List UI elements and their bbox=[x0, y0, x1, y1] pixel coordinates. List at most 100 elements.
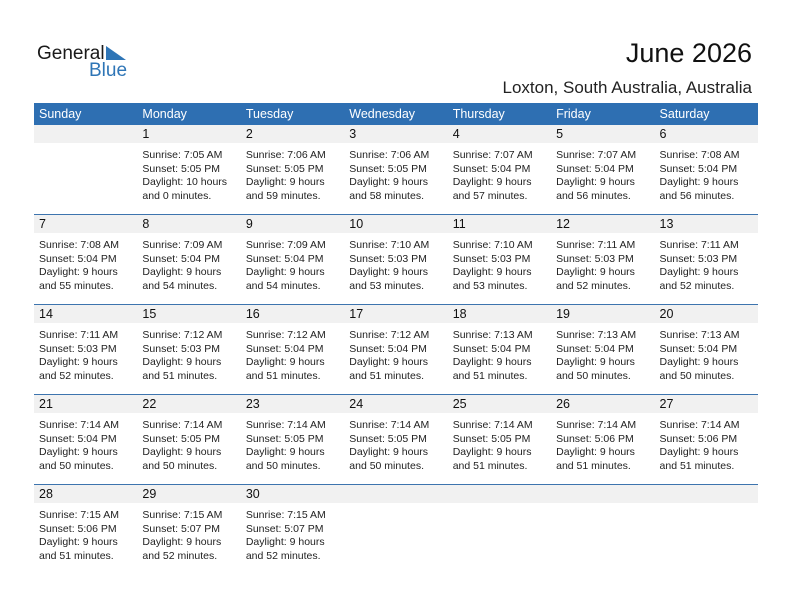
sunset-text: Sunset: 5:07 PM bbox=[245, 522, 324, 535]
sunset-text: Sunset: 5:04 PM bbox=[452, 162, 531, 175]
daylight-text: and 50 minutes. bbox=[142, 459, 218, 472]
sunrise-text: Sunrise: 7:08 AM bbox=[39, 239, 119, 251]
daylight-text: Daylight: 9 hours bbox=[39, 446, 118, 458]
daylight-text: Daylight: 9 hours bbox=[39, 536, 118, 548]
daylight-text: and 50 minutes. bbox=[556, 369, 631, 382]
weekday-tuesday: Tuesday bbox=[245, 107, 294, 121]
day-number-strip bbox=[34, 125, 758, 143]
day-number: 23 bbox=[245, 397, 260, 411]
daylight-text: Daylight: 9 hours bbox=[349, 446, 429, 458]
daylight-text: and 51 minutes. bbox=[452, 369, 528, 382]
day-number: 10 bbox=[349, 217, 364, 231]
daylight-text: Daylight: 10 hours bbox=[142, 176, 228, 188]
logo-triangle-icon bbox=[106, 46, 126, 60]
daylight-text: and 52 minutes. bbox=[142, 549, 218, 562]
day-cell: 2 Sunrise: 7:06 AM Sunset: 5:05 PM Daylight… bbox=[241, 125, 344, 215]
sunrise-text: Sunrise: 7:07 AM bbox=[452, 149, 533, 161]
daylight-text: and 53 minutes. bbox=[452, 279, 528, 292]
sunrise-text: Sunrise: 7:11 AM bbox=[556, 239, 636, 251]
week-row: 7 Sunrise: 7:08 AM Sunset: 5:04 PM Daylight… bbox=[34, 214, 758, 305]
day-number: 30 bbox=[245, 487, 260, 501]
daylight-text: and 51 minutes. bbox=[245, 369, 321, 382]
sunset-text: Sunset: 5:04 PM bbox=[245, 252, 324, 265]
day-cell: 8 Sunrise: 7:09 AM Sunset: 5:04 PM Daylight… bbox=[137, 215, 240, 305]
sunrise-text: Sunrise: 7:12 AM bbox=[245, 329, 326, 341]
empty-cell bbox=[448, 485, 551, 575]
empty-cell bbox=[551, 485, 654, 575]
day-cell: 28 Sunrise: 7:15 AM Sunset: 5:06 PM Dayligh… bbox=[34, 485, 137, 575]
daylight-text: Daylight: 9 hours bbox=[452, 266, 532, 278]
sunset-text: Sunset: 5:04 PM bbox=[39, 432, 117, 445]
day-cell: 25 Sunrise: 7:14 AM Sunset: 5:05 PM Dayligh… bbox=[448, 395, 551, 485]
daylight-text: Daylight: 9 hours bbox=[142, 356, 222, 368]
day-cell: 29 Sunrise: 7:15 AM Sunset: 5:07 PM Dayligh… bbox=[137, 485, 240, 575]
week-row: 14 Sunrise: 7:11 AM Sunset: 5:03 PM Dayligh… bbox=[34, 304, 758, 395]
day-cell: 6 Sunrise: 7:08 AM Sunset: 5:04 PM Daylight… bbox=[655, 125, 758, 215]
daylight-text: Daylight: 9 hours bbox=[556, 266, 635, 278]
day-number: 9 bbox=[245, 217, 253, 231]
sunset-text: Sunset: 5:04 PM bbox=[349, 342, 427, 355]
daylight-text: and 59 minutes. bbox=[245, 189, 321, 202]
day-number: 3 bbox=[349, 127, 357, 141]
day-number: 1 bbox=[142, 127, 150, 141]
day-cell: 24 Sunrise: 7:14 AM Sunset: 5:05 PM Dayligh… bbox=[344, 395, 447, 485]
daylight-text: Daylight: 9 hours bbox=[349, 356, 429, 368]
day-cell: 21 Sunrise: 7:14 AM Sunset: 5:04 PM Dayligh… bbox=[34, 395, 137, 485]
sunrise-text: Sunrise: 7:06 AM bbox=[349, 149, 430, 161]
daylight-text: Daylight: 9 hours bbox=[556, 176, 635, 188]
day-number: 15 bbox=[142, 307, 157, 321]
sunset-text: Sunset: 5:03 PM bbox=[39, 342, 117, 355]
daylight-text: and 53 minutes. bbox=[349, 279, 424, 292]
daylight-text: Daylight: 9 hours bbox=[245, 356, 325, 368]
weekday-header: Sunday Monday Tuesday Wednesday Thursday… bbox=[34, 103, 758, 125]
day-cell: 7 Sunrise: 7:08 AM Sunset: 5:04 PM Daylight… bbox=[34, 215, 137, 305]
day-number: 18 bbox=[452, 307, 467, 321]
sunset-text: Sunset: 5:04 PM bbox=[659, 162, 738, 175]
weekday-monday: Monday bbox=[142, 107, 187, 121]
daylight-text: Daylight: 9 hours bbox=[39, 266, 118, 278]
week-row: 28 Sunrise: 7:15 AM Sunset: 5:06 PM Dayligh… bbox=[34, 484, 758, 575]
day-cell: 1 Sunrise: 7:05 AM Sunset: 5:05 PM Daylight… bbox=[137, 125, 240, 215]
sunrise-text: Sunrise: 7:07 AM bbox=[556, 149, 637, 161]
daylight-text: Daylight: 9 hours bbox=[452, 356, 532, 368]
sunset-text: Sunset: 5:03 PM bbox=[556, 252, 634, 265]
sunset-text: Sunset: 5:04 PM bbox=[39, 252, 117, 265]
daylight-text: and 51 minutes. bbox=[39, 549, 114, 562]
sunrise-text: Sunrise: 7:12 AM bbox=[349, 329, 430, 341]
day-number: 24 bbox=[349, 397, 364, 411]
sunrise-text: Sunrise: 7:13 AM bbox=[659, 329, 740, 341]
day-number: 19 bbox=[556, 307, 571, 321]
sunset-text: Sunset: 5:04 PM bbox=[556, 162, 634, 175]
daylight-text: and 51 minutes. bbox=[142, 369, 218, 382]
sunrise-text: Sunrise: 7:14 AM bbox=[142, 419, 223, 431]
sunrise-text: Sunrise: 7:14 AM bbox=[245, 419, 326, 431]
sunset-text: Sunset: 5:04 PM bbox=[556, 342, 634, 355]
daylight-text: and 51 minutes. bbox=[349, 369, 424, 382]
sunrise-text: Sunrise: 7:13 AM bbox=[556, 329, 637, 341]
daylight-text: Daylight: 9 hours bbox=[142, 536, 222, 548]
day-cell: 19 Sunrise: 7:13 AM Sunset: 5:04 PM Dayligh… bbox=[551, 305, 654, 395]
sunset-text: Sunset: 5:04 PM bbox=[142, 252, 221, 265]
daylight-text: and 54 minutes. bbox=[142, 279, 218, 292]
weekday-sunday: Sunday bbox=[39, 107, 82, 121]
daylight-text: and 0 minutes. bbox=[142, 189, 212, 202]
empty-cell bbox=[655, 485, 758, 575]
daylight-text: Daylight: 9 hours bbox=[245, 446, 325, 458]
logo-word-blue: Blue bbox=[89, 60, 128, 81]
day-cell: 12 Sunrise: 7:11 AM Sunset: 5:03 PM Dayligh… bbox=[551, 215, 654, 305]
day-number-strip bbox=[34, 215, 758, 233]
daylight-text: Daylight: 9 hours bbox=[452, 176, 532, 188]
daylight-text: Daylight: 9 hours bbox=[142, 266, 222, 278]
daylight-text: and 52 minutes. bbox=[659, 279, 735, 292]
day-cell: 23 Sunrise: 7:14 AM Sunset: 5:05 PM Dayligh… bbox=[241, 395, 344, 485]
daylight-text: and 50 minutes. bbox=[245, 459, 321, 472]
daylight-text: and 51 minutes. bbox=[556, 459, 631, 472]
day-number: 26 bbox=[556, 397, 571, 411]
daylight-text: Daylight: 9 hours bbox=[245, 266, 325, 278]
sunset-text: Sunset: 5:05 PM bbox=[452, 432, 531, 445]
sunset-text: Sunset: 5:05 PM bbox=[142, 432, 221, 445]
sunrise-text: Sunrise: 7:12 AM bbox=[142, 329, 223, 341]
sunrise-text: Sunrise: 7:14 AM bbox=[659, 419, 740, 431]
sunrise-text: Sunrise: 7:13 AM bbox=[452, 329, 533, 341]
